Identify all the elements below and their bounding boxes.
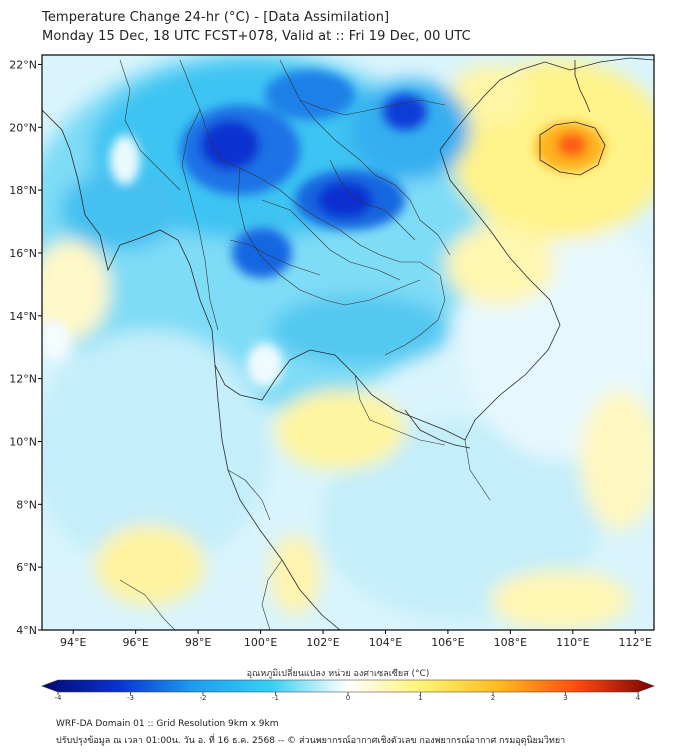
colorbar-tick-label: 0	[345, 694, 351, 702]
footer-model-info: WRF-DA Domain 01 :: Grid Resolution 9km …	[56, 719, 279, 729]
lat-label: 14°N	[9, 310, 37, 323]
temperature-change-map: 22°N 20°N 18°N 16°N 14°N 12°N 10°N 8°N 6°N 4°N 94…	[9, 54, 655, 695]
colorbar-tick-label: 1	[418, 694, 423, 702]
colorbar-title: อุณหภูมิเปลี่ยนแปลง หน่วย องศาเซลเซียส (…	[246, 669, 430, 679]
colorbar-tick-label: 4	[635, 694, 641, 702]
colorbar-tick-label: -3	[127, 694, 134, 702]
lon-label: 102°E	[306, 636, 339, 649]
colorbar-tick-label: -4	[54, 694, 62, 702]
lat-label: 22°N	[9, 58, 37, 71]
lon-label: 98°E	[185, 636, 211, 649]
temperature-field	[42, 55, 654, 630]
footer-update-info: ปรับปรุงข้อมูล ณ เวลา 01:00น. วัน อ. ที่…	[56, 736, 566, 746]
lat-label: 20°N	[9, 121, 37, 134]
lon-label: 94°E	[60, 636, 86, 649]
longitude-axis: 94°E 96°E 98°E 100°E 102°E 104°E 106°E 108°E 110…	[60, 630, 652, 649]
colorbar-tick-label: -1	[272, 694, 279, 702]
lat-label: 4°N	[16, 624, 37, 637]
latitude-axis: 22°N 20°N 18°N 16°N 14°N 12°N 10°N 8°N 6°N 4°N	[9, 58, 42, 637]
map-subtitle: Monday 15 Dec, 18 UTC FCST+078, Valid at…	[42, 29, 471, 44]
lon-label: 104°E	[369, 636, 402, 649]
coastlines	[42, 57, 654, 630]
lon-label: 110°E	[556, 636, 589, 649]
lat-label: 6°N	[16, 561, 37, 574]
colorbar-tick-label: 3	[563, 694, 568, 702]
map-frame	[41, 54, 655, 631]
lat-label: 10°N	[9, 435, 37, 448]
lon-label: 112°E	[619, 636, 652, 649]
admin-boundaries	[119, 59, 491, 630]
colorbar-tick-label: -2	[199, 694, 207, 702]
lon-label: 100°E	[244, 636, 277, 649]
colorbar-ramp	[41, 679, 655, 693]
lat-label: 12°N	[9, 373, 37, 386]
lat-label: 8°N	[16, 498, 37, 511]
lat-label: 16°N	[9, 247, 37, 260]
map-title: Temperature Change 24-hr (°C) - [Data As…	[42, 10, 390, 25]
lon-label: 106°E	[431, 636, 464, 649]
lat-label: 18°N	[9, 184, 37, 197]
lon-label: 96°E	[122, 636, 148, 649]
colorbar-tick-label: 2	[490, 694, 496, 702]
colorbar	[41, 679, 655, 695]
lon-label: 108°E	[494, 636, 527, 649]
